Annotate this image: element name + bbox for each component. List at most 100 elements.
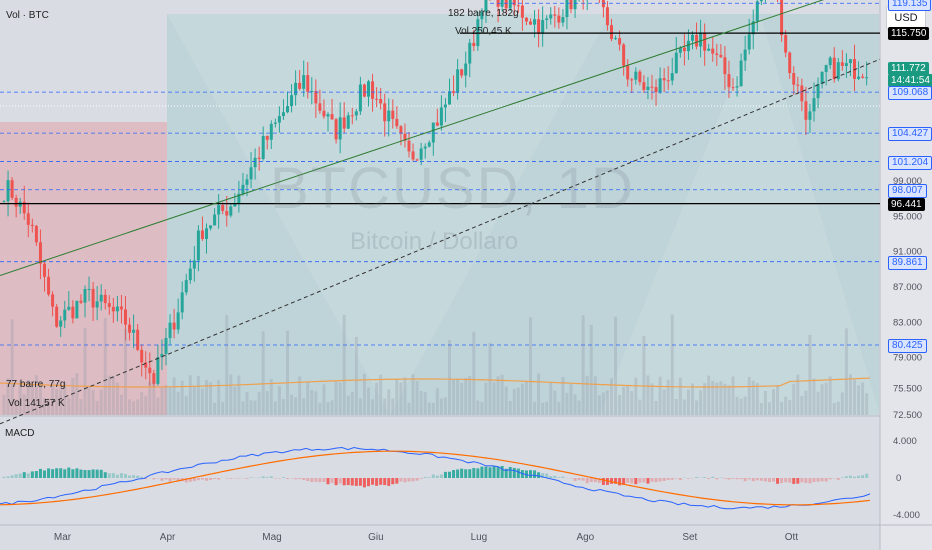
candle — [148, 367, 152, 374]
candle — [354, 111, 358, 116]
macd-bar — [861, 475, 865, 478]
macd-bar — [200, 478, 204, 480]
macd-bar — [75, 468, 79, 478]
volume-bar — [630, 391, 634, 415]
price-label-96441[interactable]: 96.441 — [888, 197, 925, 211]
candle — [796, 84, 800, 86]
candle — [460, 69, 464, 76]
candle — [47, 276, 51, 295]
macd-bar — [34, 471, 38, 478]
macd-bar — [512, 467, 516, 478]
price-label-109068[interactable]: 109.068 — [888, 86, 932, 101]
candle — [464, 63, 468, 76]
candle — [784, 35, 788, 53]
candle — [180, 292, 184, 313]
macd-bar — [735, 478, 739, 480]
macd-bar — [585, 478, 589, 484]
volume-bar — [529, 317, 532, 415]
macd-bar — [59, 468, 63, 478]
macd-bar — [618, 478, 622, 486]
volume-bar — [816, 391, 820, 415]
price-label-104427[interactable]: 104.427 — [888, 127, 932, 142]
macd-bar — [828, 478, 832, 480]
candle — [557, 15, 561, 23]
macd-bar — [772, 478, 775, 482]
price-label-111772[interactable]: 111.772 — [888, 62, 929, 76]
candle — [431, 122, 435, 143]
volume-bar — [448, 339, 451, 415]
macd-bar — [407, 478, 411, 482]
macd-bar — [516, 468, 520, 478]
macd-bar — [18, 473, 22, 478]
macd-bar — [796, 478, 800, 484]
volume-bar — [318, 402, 322, 415]
macd-bar — [472, 468, 476, 478]
macd-bar — [537, 472, 541, 478]
volume-bar — [844, 328, 848, 415]
volume-bar — [358, 398, 362, 415]
macd-bar — [630, 478, 634, 484]
candle — [59, 320, 63, 327]
macd-bar — [448, 471, 451, 478]
volume-bar — [662, 389, 666, 415]
volume-bar — [95, 400, 99, 415]
candle — [780, 0, 784, 36]
macd-bar — [638, 478, 642, 483]
volume-bar — [549, 382, 553, 415]
macd-bar — [614, 478, 618, 484]
macd-bar — [334, 478, 338, 486]
candle — [338, 117, 342, 140]
macd-bar — [767, 478, 771, 483]
candle — [229, 206, 233, 216]
price-label-101204[interactable]: 101.204 — [888, 155, 932, 170]
candle — [334, 119, 338, 140]
candle — [403, 133, 407, 141]
macd-bar — [314, 478, 318, 482]
macd-bar — [488, 467, 492, 478]
candle — [654, 87, 658, 93]
macd-bar — [205, 478, 208, 481]
volume-bar — [452, 379, 456, 415]
volume-bar — [83, 327, 87, 415]
macd-bar — [346, 478, 350, 486]
volume-bar — [38, 384, 42, 415]
price-label-89861[interactable]: 89.861 — [888, 255, 927, 270]
price-label-98007[interactable]: 98.007 — [888, 183, 927, 198]
macd-legend[interactable]: MACD — [5, 428, 35, 439]
macd-bar — [111, 473, 115, 478]
volume-bar — [237, 375, 241, 415]
candle — [391, 110, 395, 119]
macd-bar — [95, 469, 99, 478]
price-label-144154[interactable]: 14:41:54 — [888, 74, 932, 88]
macd-bar — [67, 467, 71, 478]
macd-bar — [172, 478, 176, 480]
candle — [658, 78, 662, 93]
volume-bar — [443, 397, 447, 415]
candle — [731, 87, 735, 89]
volume-bar — [792, 383, 796, 415]
symbol-legend[interactable]: Vol · BTC — [6, 10, 49, 21]
volume-bar — [225, 315, 229, 415]
volume-bar — [674, 399, 678, 415]
candle — [456, 69, 460, 93]
price-label-115750[interactable]: 115.750 — [888, 27, 930, 41]
volume-bar — [342, 314, 346, 415]
volume-bar — [569, 383, 573, 415]
price-label-80425[interactable]: 80.425 — [888, 339, 927, 354]
candle — [233, 203, 237, 207]
macd-bar — [83, 470, 87, 478]
candle — [695, 34, 699, 47]
candle — [160, 353, 164, 358]
volume-bar — [192, 385, 196, 415]
candle — [691, 34, 694, 41]
price-label-119135[interactable]: 119.135 — [888, 0, 932, 12]
volume-bar — [391, 398, 395, 415]
candle — [290, 95, 294, 106]
volume-bar — [310, 389, 314, 415]
macd-bar — [670, 478, 674, 480]
volume-bar — [808, 334, 812, 415]
candle — [614, 38, 618, 40]
volume-bar — [476, 400, 480, 415]
